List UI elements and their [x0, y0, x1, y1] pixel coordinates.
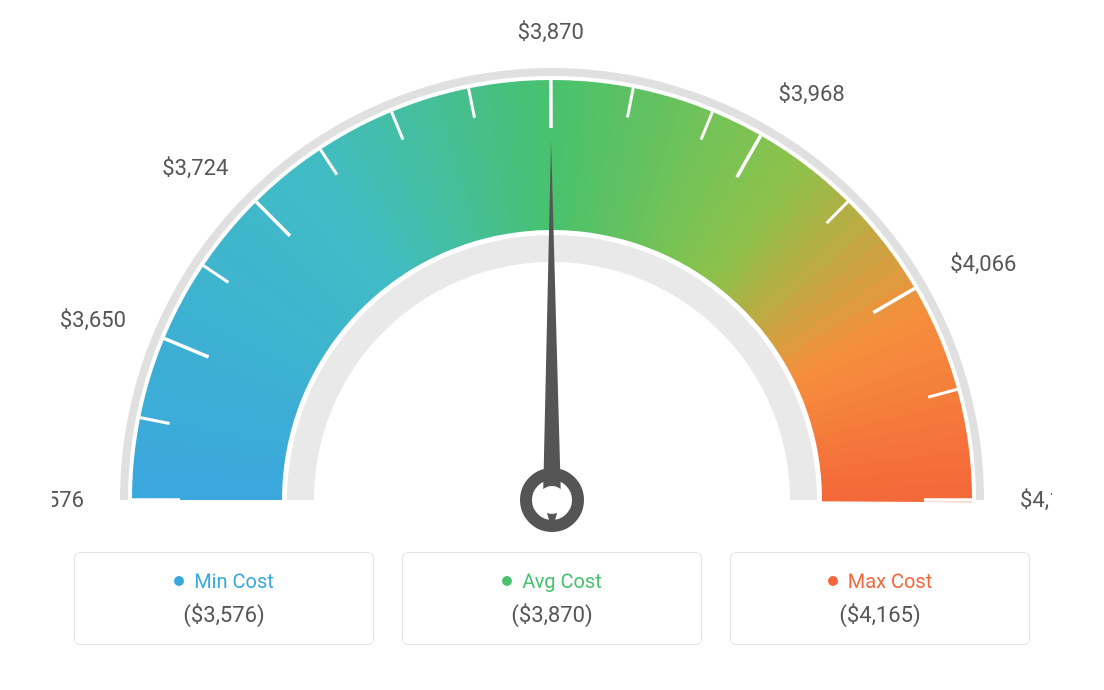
svg-text:$3,576: $3,576 [52, 488, 84, 513]
dot-min-icon [174, 576, 184, 586]
card-min: Min Cost ($3,576) [74, 552, 374, 645]
card-max: Max Cost ($4,165) [730, 552, 1030, 645]
svg-text:$3,724: $3,724 [162, 156, 228, 181]
card-max-label-text: Max Cost [848, 569, 933, 593]
dot-max-icon [828, 576, 838, 586]
card-min-label-text: Min Cost [194, 569, 274, 593]
svg-text:$3,870: $3,870 [518, 20, 584, 45]
card-max-label: Max Cost [828, 569, 933, 593]
card-avg-value: ($3,870) [437, 603, 667, 628]
dot-avg-icon [502, 576, 512, 586]
card-avg-label: Avg Cost [502, 569, 602, 593]
card-avg: Avg Cost ($3,870) [402, 552, 702, 645]
svg-text:$4,165: $4,165 [1020, 488, 1052, 513]
card-avg-label-text: Avg Cost [522, 569, 602, 593]
card-min-label: Min Cost [174, 569, 274, 593]
svg-text:$4,066: $4,066 [950, 252, 1016, 277]
svg-text:$3,650: $3,650 [60, 308, 126, 333]
svg-text:$3,968: $3,968 [779, 82, 845, 107]
legend-cards: Min Cost ($3,576) Avg Cost ($3,870) Max … [74, 552, 1030, 645]
card-max-value: ($4,165) [765, 603, 995, 628]
card-min-value: ($3,576) [109, 603, 339, 628]
gauge-chart: $3,576 $3,650 $3,724 $3,870 $3,968 $4,066 $4,1… [52, 20, 1052, 540]
